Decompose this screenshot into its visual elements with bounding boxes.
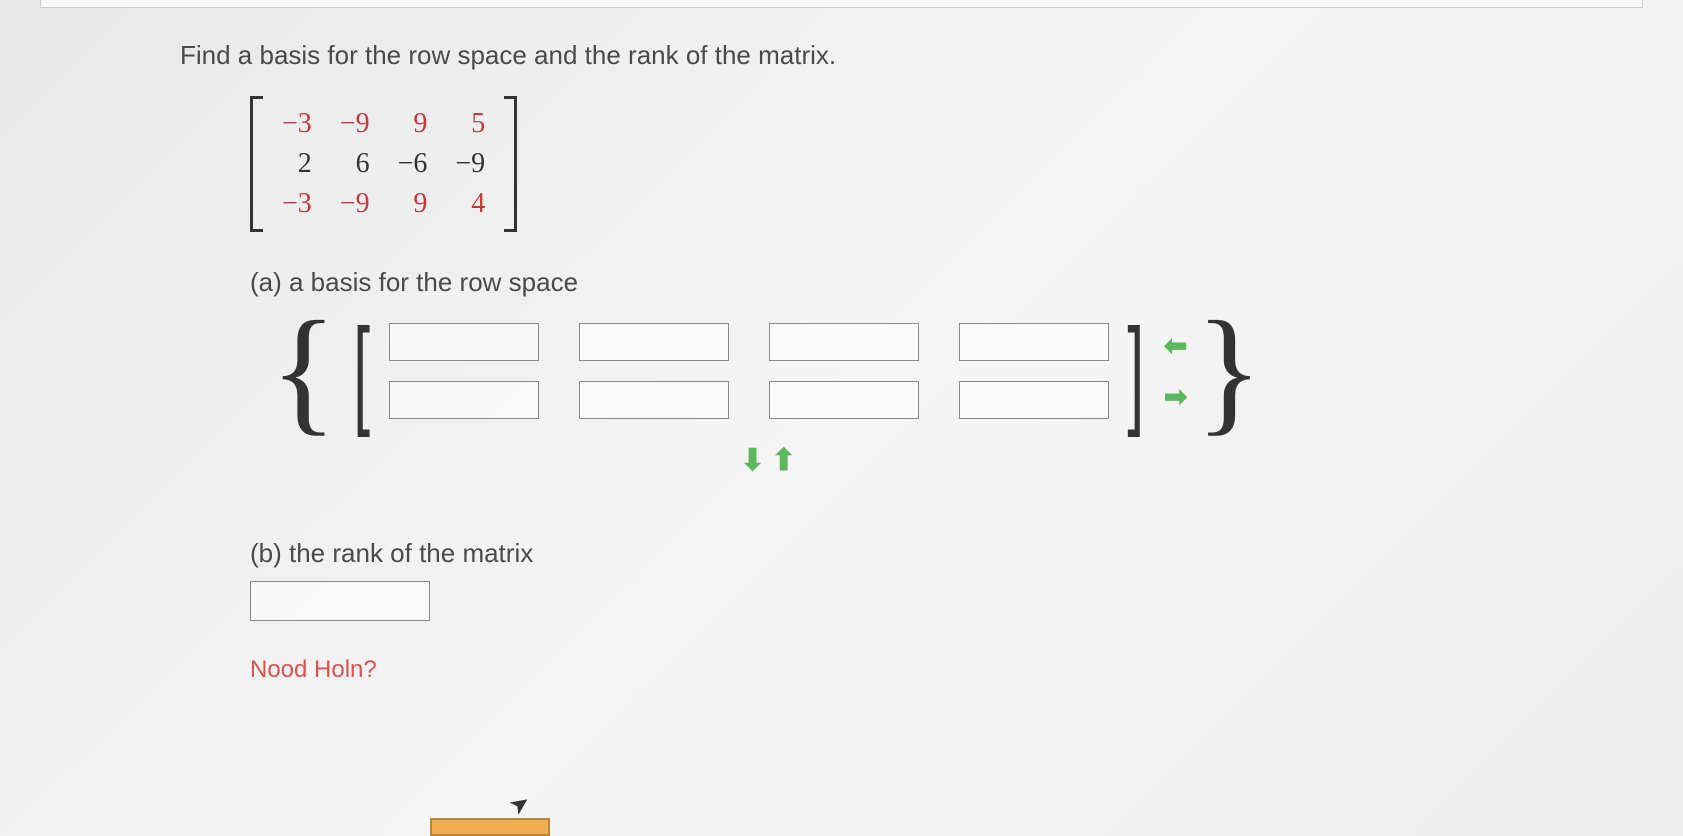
cursor-icon: ➤	[504, 787, 537, 822]
arrow-up-icon[interactable]: ⬆	[771, 443, 796, 478]
field-column	[959, 323, 1109, 419]
matrix-cell: −9	[326, 104, 384, 144]
matrix-cell: 9	[384, 184, 442, 224]
part-b-section: (b) the rank of the matrix	[250, 538, 1583, 621]
matrix-cell: −3	[268, 104, 326, 144]
basis-input[interactable]	[959, 381, 1109, 419]
arrow-left-icon[interactable]: ⬅	[1164, 329, 1187, 362]
help-button-fragment[interactable]	[430, 818, 550, 836]
part-b-label: (b) the rank of the matrix	[250, 538, 1583, 569]
arrow-right-icon[interactable]: ➡	[1164, 380, 1187, 413]
matrix-cell: −9	[441, 144, 499, 184]
field-column	[579, 323, 729, 419]
matrix-cell: 9	[384, 104, 442, 144]
field-column	[389, 323, 539, 419]
input-field-grid	[389, 323, 1109, 419]
basis-input[interactable]	[389, 323, 539, 361]
vertical-arrows: ⬇ ⬆	[740, 443, 1583, 478]
basis-input[interactable]	[389, 381, 539, 419]
matrix-cell: 2	[268, 144, 326, 184]
matrix-cell: −9	[326, 184, 384, 224]
matrix-table: −3−99526−6−9−3−994	[268, 104, 499, 224]
right-brace-icon: }	[1195, 318, 1262, 423]
instruction-text: Find a basis for the row space and the r…	[180, 40, 1583, 71]
matrix-row: −3−994	[268, 184, 499, 224]
matrix-cell: 5	[441, 104, 499, 144]
basis-input[interactable]	[959, 323, 1109, 361]
matrix-cell: 4	[441, 184, 499, 224]
top-frame-border	[40, 0, 1643, 8]
matrix-row: 26−6−9	[268, 144, 499, 184]
basis-input[interactable]	[579, 381, 729, 419]
need-help-text: Nood Holn?	[250, 656, 1583, 684]
bracket-group: [ ]	[345, 323, 1152, 419]
basis-input[interactable]	[769, 381, 919, 419]
left-brace-icon: {	[270, 318, 337, 423]
matrix-cell: 6	[326, 144, 384, 184]
question-content: Find a basis for the row space and the r…	[180, 40, 1583, 684]
arrow-down-icon[interactable]: ⬇	[740, 443, 765, 478]
basis-input[interactable]	[769, 323, 919, 361]
matrix-brackets: −3−99526−6−9−3−994	[250, 96, 517, 232]
part-a-label: (a) a basis for the row space	[250, 267, 1583, 298]
field-column	[769, 323, 919, 419]
matrix-cell: −3	[268, 184, 326, 224]
rank-input[interactable]	[250, 581, 430, 621]
horizontal-arrows: ⬅ ➡	[1164, 329, 1187, 413]
basis-answer-set: { [ ] ⬅ ➡ }	[270, 318, 1583, 423]
matrix-cell: −6	[384, 144, 442, 184]
left-sq-bracket-icon: [	[354, 326, 371, 416]
basis-input[interactable]	[579, 323, 729, 361]
matrix-display: −3−99526−6−9−3−994	[250, 96, 1583, 237]
right-sq-bracket-icon: ]	[1127, 326, 1144, 416]
matrix-row: −3−995	[268, 104, 499, 144]
